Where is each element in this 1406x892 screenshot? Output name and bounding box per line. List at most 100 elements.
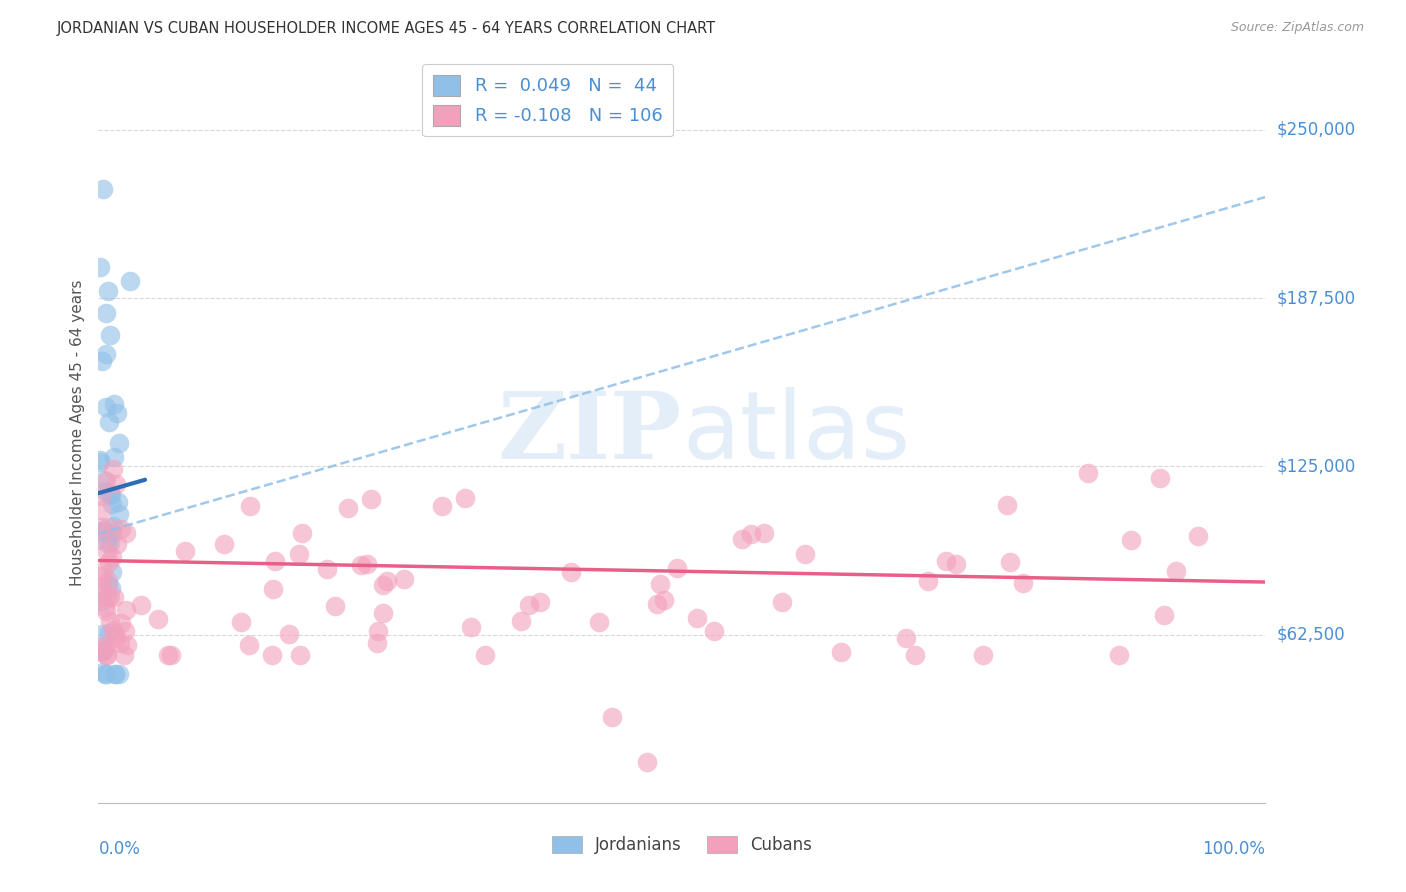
Point (453, 491, 475, 505)
Point (96, 639, 118, 653)
Point (212, 537, 235, 551)
Point (648, 577, 671, 591)
Point (89, 455, 111, 469)
Point (519, 598, 541, 612)
Point (93, 473, 115, 487)
Point (316, 562, 339, 576)
Point (360, 491, 382, 506)
Point (96, 648, 118, 662)
Point (703, 624, 725, 638)
Point (96, 604, 118, 618)
Point (367, 624, 389, 638)
Point (229, 615, 252, 629)
Point (998, 554, 1021, 568)
Point (129, 598, 152, 612)
Point (101, 526, 124, 541)
Point (89, 524, 111, 539)
Point (529, 595, 551, 609)
Text: $125,000: $125,000 (1277, 458, 1355, 475)
Point (91, 523, 114, 537)
Point (94, 306, 117, 320)
Point (104, 632, 127, 646)
Point (239, 500, 262, 514)
Point (366, 636, 388, 650)
Point (90, 568, 112, 582)
Point (101, 497, 124, 511)
Point (1187, 529, 1209, 543)
Point (560, 565, 582, 579)
Point (278, 627, 301, 641)
Point (98, 529, 121, 543)
Point (94, 483, 117, 498)
Point (1077, 467, 1099, 481)
Point (110, 616, 132, 631)
Point (89, 260, 111, 274)
Point (264, 554, 287, 568)
Point (336, 501, 359, 516)
Point (509, 614, 531, 628)
Point (375, 574, 398, 588)
Point (96, 474, 118, 488)
Point (98, 535, 121, 549)
Point (91, 645, 114, 659)
Point (91, 665, 114, 679)
Point (995, 498, 1018, 512)
Point (100, 488, 122, 502)
Point (98, 614, 121, 628)
Point (935, 554, 957, 568)
Point (350, 558, 373, 572)
Point (93, 643, 115, 657)
Point (972, 648, 994, 662)
Point (115, 638, 138, 652)
Point (917, 574, 939, 588)
Point (1012, 576, 1035, 591)
Point (945, 557, 967, 571)
Legend: Jordanians, Cubans: Jordanians, Cubans (546, 830, 818, 861)
Point (752, 525, 775, 540)
Point (588, 615, 610, 630)
Point (1108, 648, 1130, 662)
Point (94, 666, 117, 681)
Point (103, 590, 125, 604)
Point (108, 636, 131, 650)
Point (740, 526, 762, 541)
Point (665, 561, 688, 575)
Text: ZIP: ZIP (498, 388, 682, 477)
Point (904, 648, 927, 662)
Point (103, 397, 125, 411)
Point (98, 487, 121, 501)
Point (98, 590, 121, 604)
Text: $187,500: $187,500 (1277, 289, 1355, 307)
Point (97, 555, 120, 569)
Point (96, 536, 118, 550)
Point (160, 648, 183, 662)
Point (93, 564, 115, 578)
Point (260, 648, 283, 662)
Point (356, 557, 378, 571)
Point (97, 520, 120, 534)
Point (291, 526, 314, 541)
Point (100, 582, 122, 596)
Point (108, 508, 131, 522)
Point (103, 519, 125, 533)
Point (120, 274, 142, 288)
Point (96, 591, 118, 605)
Point (105, 406, 128, 420)
Point (373, 578, 395, 592)
Point (90, 588, 112, 602)
Point (103, 666, 125, 681)
Point (686, 611, 709, 625)
Point (90, 520, 112, 534)
Point (157, 648, 180, 662)
Point (90, 503, 112, 517)
Point (90, 533, 112, 548)
Point (90, 580, 112, 594)
Point (770, 595, 793, 609)
Point (97, 285, 120, 299)
Point (101, 623, 124, 637)
Point (115, 603, 138, 617)
Point (112, 648, 135, 662)
Point (97, 578, 120, 592)
Point (1121, 533, 1143, 547)
Text: $62,500: $62,500 (1277, 625, 1346, 643)
